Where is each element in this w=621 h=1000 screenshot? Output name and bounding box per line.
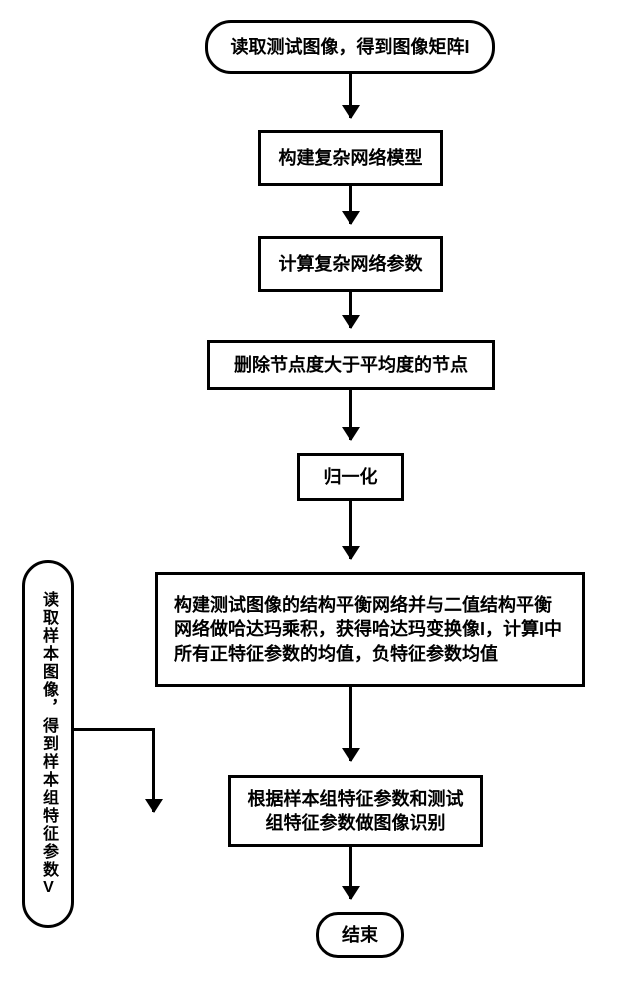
node-n5-text: 归一化: [324, 465, 378, 489]
edge-n7-end: [349, 847, 352, 899]
edge-start-n2: [349, 74, 352, 118]
node-n6-text: 构建测试图像的结构平衡网络并与二值结构平衡网络做哈达玛乘积，获得哈达玛变换像I，…: [174, 593, 566, 666]
side-connector-h: [74, 728, 155, 731]
node-n7-text: 根据样本组特征参数和测试组特征参数做图像识别: [241, 787, 470, 836]
node-n5: 归一化: [297, 453, 404, 501]
edge-n2-n3: [349, 186, 352, 224]
node-n3: 计算复杂网络参数: [258, 236, 443, 292]
edge-n5-n6: [349, 501, 352, 559]
node-end: 结束: [316, 912, 404, 958]
node-n6: 构建测试图像的结构平衡网络并与二值结构平衡网络做哈达玛乘积，获得哈达玛变换像I，…: [155, 572, 585, 687]
node-end-text: 结束: [342, 923, 378, 947]
node-start-text: 读取测试图像，得到图像矩阵I: [231, 35, 470, 59]
node-n2-text: 构建复杂网络模型: [279, 146, 423, 170]
node-start: 读取测试图像，得到图像矩阵I: [205, 20, 495, 74]
node-n4: 删除节点度大于平均度的节点: [207, 340, 495, 390]
node-n4-text: 删除节点度大于平均度的节点: [234, 353, 468, 377]
node-side-text: 读取样本图像，得到样本组特征参数V: [36, 591, 60, 898]
node-n3-text: 计算复杂网络参数: [279, 252, 423, 276]
node-n7: 根据样本组特征参数和测试组特征参数做图像识别: [228, 775, 483, 847]
node-n2: 构建复杂网络模型: [258, 130, 443, 186]
edge-n6-n7: [349, 687, 352, 761]
edge-n4-n5: [349, 390, 352, 440]
edge-n3-n4: [349, 292, 352, 328]
side-connector-v: [152, 728, 155, 812]
node-side: 读取样本图像，得到样本组特征参数V: [22, 560, 74, 928]
